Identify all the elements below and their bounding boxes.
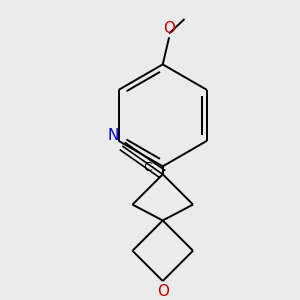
- Text: N: N: [108, 128, 119, 143]
- Text: C: C: [143, 161, 152, 174]
- Text: O: O: [163, 21, 175, 36]
- Text: O: O: [157, 284, 169, 298]
